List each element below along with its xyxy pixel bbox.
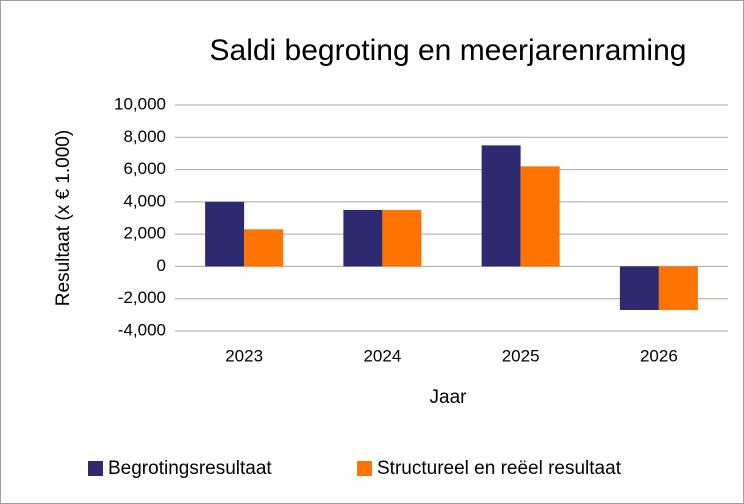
y-tick-label: -2,000 <box>118 288 166 307</box>
legend-swatch <box>357 461 372 476</box>
bar <box>481 145 521 267</box>
chart-title: Saldi begroting en meerjarenraming <box>210 34 687 67</box>
y-axis-title: Resultaat (x € 1.000) <box>53 130 74 306</box>
y-tick-label: 0 <box>157 256 166 275</box>
y-tick-label: 10,000 <box>114 94 166 113</box>
y-tick-label: 8,000 <box>123 127 166 146</box>
legend-swatch <box>88 461 103 476</box>
bar <box>343 209 383 267</box>
legend-label: Begrotingsresultaat <box>108 458 272 479</box>
bar <box>382 209 422 267</box>
legend-label: Structureel en reëel resultaat <box>377 458 622 479</box>
x-tick-label: 2025 <box>502 346 540 365</box>
x-tick-label: 2024 <box>363 346 401 365</box>
y-tick-label: 2,000 <box>123 224 166 243</box>
y-tick-label: -4,000 <box>118 320 166 339</box>
x-tick-label: 2026 <box>640 346 678 365</box>
y-tick-label: 4,000 <box>123 191 166 210</box>
x-axis-title: Jaar <box>430 387 468 408</box>
bar <box>205 201 245 267</box>
bar <box>520 166 560 267</box>
bar <box>244 229 284 267</box>
bar <box>619 266 659 311</box>
y-tick-label: 6,000 <box>123 159 166 178</box>
bar <box>658 266 698 311</box>
x-tick-label: 2023 <box>225 346 263 365</box>
